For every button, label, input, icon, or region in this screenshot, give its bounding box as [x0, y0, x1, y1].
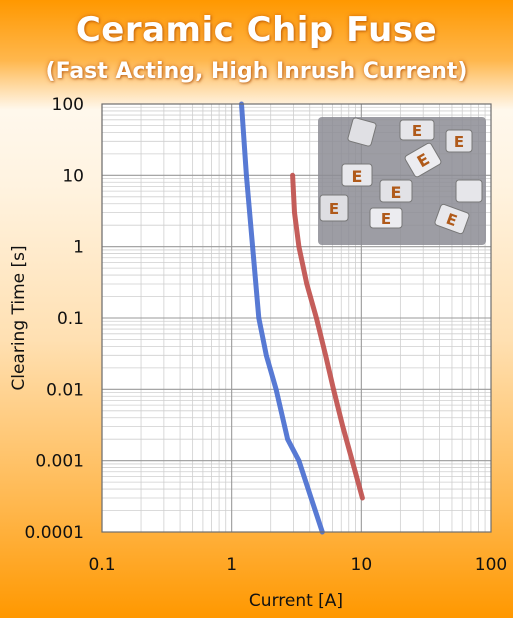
- fuse-chip: E: [404, 142, 442, 178]
- series-line-1: [239, 101, 325, 535]
- fuse-chip: E: [434, 203, 470, 235]
- fuse-chip: [455, 179, 483, 203]
- fuse-chip: E: [341, 163, 373, 187]
- fuse-chip: E: [379, 179, 413, 203]
- y-axis-title: Clearing Time [s]: [9, 245, 29, 390]
- y-tick-label: 100: [52, 95, 84, 115]
- fuse-chip: E: [399, 119, 435, 141]
- fuse-chip: E: [319, 194, 349, 222]
- x-tick-label: 100: [475, 555, 507, 575]
- svg-text:E: E: [454, 133, 464, 151]
- fuse-photo: E E E E E E E E: [318, 117, 486, 245]
- x-axis-title: Current [A]: [249, 591, 343, 611]
- chart-title: Ceramic Chip Fuse: [75, 10, 438, 50]
- fuse-chip: [347, 117, 377, 147]
- svg-text:E: E: [391, 183, 402, 202]
- svg-text:E: E: [352, 167, 363, 186]
- series-layer: [239, 101, 365, 535]
- x-tick-label: 1: [226, 555, 237, 575]
- fuse-chip: E: [369, 207, 403, 229]
- x-tick-label: 10: [351, 555, 373, 575]
- x-tick-label: 0.1: [88, 555, 115, 575]
- y-tick-label: 1: [73, 238, 84, 258]
- svg-text:E: E: [381, 210, 391, 228]
- y-tick-label: 0.01: [46, 380, 84, 400]
- y-tick-labels: 100 10 1 0.1 0.01 0.001 0.0001: [25, 95, 84, 543]
- fuse-chip: E: [445, 129, 473, 153]
- svg-text:E: E: [329, 200, 339, 218]
- svg-text:E: E: [412, 122, 422, 140]
- chart-subtitle: (Fast Acting, High Inrush Current): [45, 59, 468, 84]
- y-tick-label: 10: [62, 166, 84, 186]
- header-background: [0, 0, 513, 110]
- y-tick-label: 0.1: [57, 309, 84, 329]
- y-tick-label: 0.0001: [25, 523, 84, 543]
- plot-frame: [101, 103, 492, 533]
- x-tick-labels: 0.1 1 10 100: [88, 555, 507, 575]
- y-tick-label: 0.001: [35, 452, 84, 472]
- series-line-2: [290, 172, 365, 501]
